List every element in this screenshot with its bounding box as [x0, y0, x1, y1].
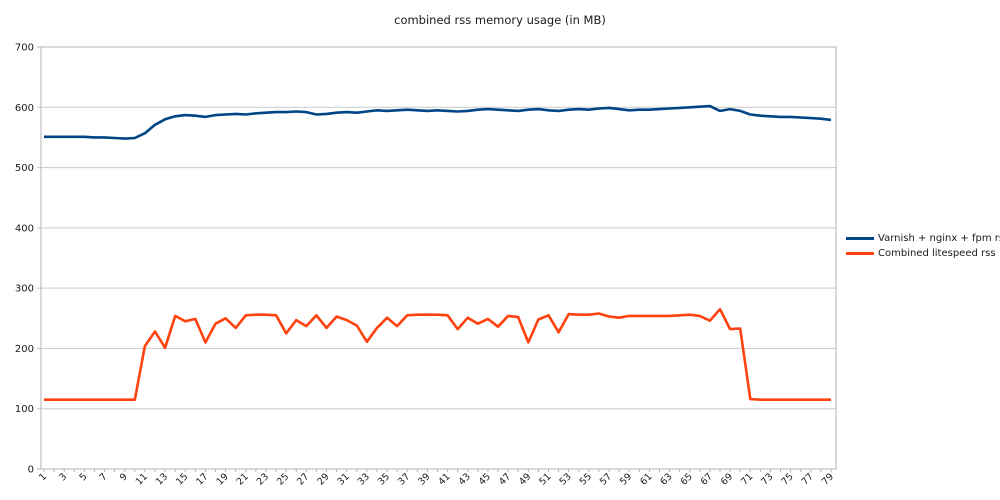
- svg-text:35: 35: [376, 471, 392, 487]
- svg-text:7: 7: [98, 471, 110, 483]
- legend-line-varnish-icon: [846, 237, 874, 240]
- svg-text:45: 45: [477, 471, 493, 487]
- y-axis-labels: 0 100 200 300 400 500 600 700: [15, 43, 34, 476]
- svg-text:39: 39: [416, 471, 432, 487]
- svg-text:67: 67: [699, 471, 715, 487]
- svg-text:11: 11: [134, 471, 150, 487]
- svg-text:0: 0: [28, 465, 34, 476]
- legend-label-litespeed: Combined litespeed rss: [878, 248, 996, 259]
- svg-text:53: 53: [557, 471, 573, 487]
- svg-text:27: 27: [295, 471, 311, 487]
- plot-border: [40, 46, 837, 470]
- legend-line-litespeed-icon: [846, 252, 874, 255]
- svg-text:61: 61: [638, 471, 654, 487]
- svg-text:23: 23: [255, 471, 271, 487]
- svg-text:21: 21: [235, 471, 251, 487]
- x-axis-ticks: [43, 469, 832, 472]
- svg-text:31: 31: [335, 471, 351, 487]
- chart-title: combined rss memory usage (in MB): [394, 13, 606, 27]
- svg-text:15: 15: [174, 471, 190, 487]
- svg-text:43: 43: [457, 471, 473, 487]
- svg-text:600: 600: [15, 103, 34, 114]
- svg-text:57: 57: [598, 471, 614, 487]
- svg-text:33: 33: [356, 471, 372, 487]
- svg-text:65: 65: [679, 471, 695, 487]
- svg-text:59: 59: [618, 471, 634, 487]
- svg-text:73: 73: [759, 471, 775, 487]
- svg-text:17: 17: [194, 471, 210, 487]
- svg-text:79: 79: [820, 471, 836, 487]
- svg-text:700: 700: [15, 43, 34, 54]
- svg-text:1: 1: [37, 471, 49, 483]
- svg-text:55: 55: [578, 471, 594, 487]
- svg-text:37: 37: [396, 471, 412, 487]
- svg-text:71: 71: [739, 471, 755, 487]
- svg-text:77: 77: [800, 471, 816, 487]
- svg-text:300: 300: [15, 284, 34, 295]
- svg-text:400: 400: [15, 223, 34, 234]
- legend: Varnish + nginx + fpm rss Combined lites…: [846, 233, 1000, 259]
- svg-text:63: 63: [658, 471, 674, 487]
- svg-text:41: 41: [436, 471, 452, 487]
- legend-item-varnish: Varnish + nginx + fpm rss: [846, 233, 1000, 244]
- svg-text:49: 49: [517, 471, 533, 487]
- series-line-varnish: [44, 104, 832, 140]
- svg-text:19: 19: [214, 471, 230, 487]
- svg-text:51: 51: [537, 471, 553, 487]
- legend-label-varnish: Varnish + nginx + fpm rss: [878, 233, 1000, 244]
- x-axis-labels: 1 3 5 7 9 11 13 15 17 19 21 23 25 27 29 31 33 35 37 39 41 43 4…: [37, 471, 836, 487]
- svg-text:13: 13: [154, 471, 170, 487]
- svg-text:75: 75: [779, 471, 795, 487]
- svg-text:5: 5: [77, 471, 89, 483]
- svg-text:47: 47: [497, 471, 513, 487]
- svg-text:25: 25: [275, 471, 291, 487]
- svg-text:9: 9: [118, 471, 130, 483]
- svg-text:69: 69: [719, 471, 735, 487]
- svg-text:29: 29: [315, 471, 331, 487]
- svg-text:3: 3: [57, 471, 69, 483]
- svg-text:200: 200: [15, 344, 34, 355]
- svg-text:500: 500: [15, 163, 34, 174]
- series-line-litespeed: [44, 307, 831, 402]
- svg-text:100: 100: [15, 404, 34, 415]
- legend-item-litespeed: Combined litespeed rss: [846, 248, 1000, 259]
